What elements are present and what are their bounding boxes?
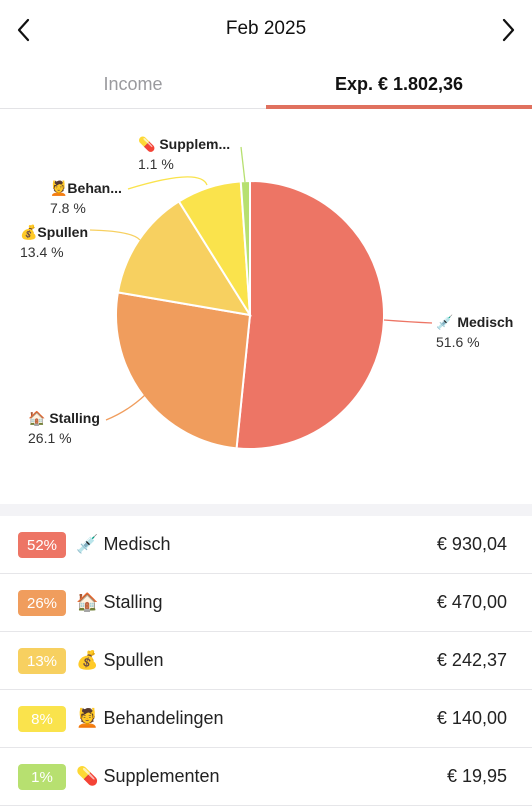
header: Feb 2025	[0, 0, 532, 60]
money-bag-icon: 💰	[76, 650, 99, 670]
pill-icon: 💊	[76, 766, 99, 786]
slice-percent-medisch: 51.6 %	[436, 334, 480, 350]
category-name: Spullen	[103, 650, 164, 670]
tab-expense[interactable]: Exp. € 1.802,36	[334, 73, 464, 94]
category-amount: € 140,00	[436, 708, 507, 728]
slice-label-supplementen: 💊 Supplem...	[138, 135, 230, 153]
slice-label-medisch: 💉 Medisch	[436, 314, 513, 331]
month-title: Feb 2025	[225, 18, 307, 39]
category-amount: € 470,00	[436, 592, 507, 612]
leader-line-supplementen	[240, 146, 246, 183]
category-amount: € 242,37	[436, 650, 507, 670]
category-name: Medisch	[103, 534, 171, 554]
slice-percent-stalling: 26.1 %	[28, 430, 72, 446]
percent-badge: 26%	[18, 590, 66, 616]
pie-slice-spullen[interactable]	[116, 200, 253, 317]
slice-label-spullen: 💰Spullen	[20, 224, 88, 241]
category-row-supplementen[interactable]: 1% 💊 Supplementen € 19,95	[0, 748, 532, 806]
pie-slice-stalling[interactable]	[115, 291, 252, 450]
category-row-spullen[interactable]: 13% 💰 Spullen € 242,37	[0, 632, 532, 690]
category-amount: € 19,95	[446, 766, 507, 786]
slice-percent-spullen: 13.4 %	[20, 244, 64, 260]
slice-percent-behandelingen: 7.8 %	[50, 200, 86, 216]
leader-line-behandelingen	[127, 176, 208, 190]
massage-icon: 💆	[76, 708, 99, 728]
leader-line-stalling	[105, 394, 146, 421]
percent-badge: 8%	[18, 706, 66, 732]
category-amount: € 930,04	[436, 534, 507, 554]
tab-income[interactable]: Income	[103, 73, 163, 94]
chevron-right-icon[interactable]	[492, 14, 524, 46]
house-icon: 🏠	[76, 592, 99, 612]
active-tab-indicator	[266, 105, 532, 109]
percent-badge: 13%	[18, 648, 66, 674]
percent-badge: 1%	[18, 764, 66, 790]
category-row-medisch[interactable]: 52% 💉 Medisch € 930,04	[0, 516, 532, 574]
slice-label-stalling: 🏠 Stalling	[28, 410, 100, 427]
section-divider	[0, 504, 532, 516]
chevron-left-icon[interactable]	[8, 14, 40, 46]
category-name: Supplementen	[103, 766, 220, 786]
leader-line-medisch	[383, 319, 433, 324]
pie-chart: 💉 Medisch 51.6 % 🏠 Stalling 26.1 % 💰Spullen 1…	[0, 109, 532, 504]
slice-label-behandelingen: 💆Behan...	[50, 179, 122, 197]
pie-slice-medisch[interactable]	[235, 179, 385, 450]
category-row-behandelingen[interactable]: 8% 💆 Behandelingen € 140,00	[0, 690, 532, 748]
category-name: Stalling	[103, 592, 163, 612]
category-name: Behandelingen	[103, 708, 224, 728]
syringe-icon: 💉	[76, 534, 99, 554]
leader-line-spullen	[89, 229, 141, 241]
category-list: 52% 💉 Medisch € 930,04 26% 🏠 Stalling € …	[0, 516, 532, 806]
tab-bar: Income Exp. € 1.802,36	[0, 60, 532, 109]
slice-percent-supplementen: 1.1 %	[138, 156, 174, 172]
percent-badge: 52%	[18, 532, 66, 558]
pie-chart-svg: 💉 Medisch 51.6 % 🏠 Stalling 26.1 % 💰Spullen 1…	[20, 135, 513, 450]
category-row-stalling[interactable]: 26% 🏠 Stalling € 470,00	[0, 574, 532, 632]
